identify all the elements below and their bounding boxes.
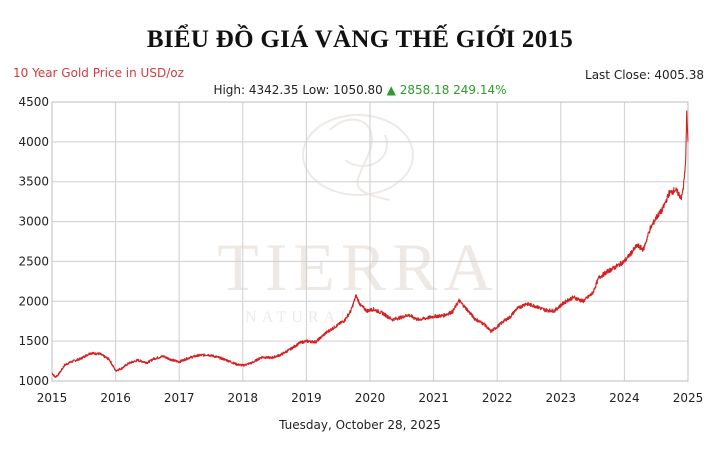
chart-grid <box>51 101 689 382</box>
up-arrow-icon: ▲ <box>386 83 396 97</box>
y-tick-label: 4000 <box>18 135 49 149</box>
x-tick-label: 2023 <box>546 391 577 405</box>
price-stats: High: 4342.35 Low: 1050.80 ▲ 2858.18 249… <box>0 83 720 97</box>
chart-title: BIỂU ĐỒ GIÁ VÀNG THẾ GIỚI 2015 <box>146 26 574 53</box>
x-tick-label: 2017 <box>164 391 195 405</box>
x-tick-label: 2025 <box>673 391 704 405</box>
change-stat: 2858.18 249.14% <box>399 83 507 97</box>
y-tick-label: 3500 <box>18 175 49 189</box>
watermark-emblem-swirl <box>329 118 391 201</box>
y-tick-label: 2000 <box>18 294 49 308</box>
x-tick-label: 2022 <box>482 391 513 405</box>
gold-price-line <box>51 110 689 378</box>
x-tick-label: 2015 <box>37 391 68 405</box>
watermark-brand: TIERRA <box>217 229 499 305</box>
y-tick-label: 4500 <box>18 95 49 109</box>
x-tick-label: 2021 <box>418 391 449 405</box>
y-tick-label: 1000 <box>18 374 49 388</box>
watermark-emblem <box>302 114 414 196</box>
x-tick-label: 2020 <box>355 391 386 405</box>
x-tick-label: 2018 <box>228 391 259 405</box>
x-tick-label: 2016 <box>100 391 131 405</box>
watermark-logo: TIERRA NATURAL <box>217 114 499 326</box>
y-tick-label: 2500 <box>18 254 49 268</box>
plot-frame <box>51 101 689 382</box>
last-close-label: Last Close: 4005.38 <box>585 68 704 82</box>
x-tick-label: 2019 <box>291 391 322 405</box>
y-tick-label: 3000 <box>18 215 49 229</box>
watermark-tagline: NATURAL <box>245 309 355 326</box>
y-axis-ticks: 1000 1500 2000 2500 3000 3500 4000 4500 <box>18 95 49 388</box>
price-series <box>51 110 689 378</box>
date-footer: Tuesday, October 28, 2025 <box>279 418 441 432</box>
y-tick-label: 1500 <box>18 334 49 348</box>
low-stat: Low: 1050.80 <box>302 83 383 97</box>
chart-subtitle: 10 Year Gold Price in USD/oz <box>13 66 184 80</box>
x-axis-ticks: 2015 2016 2017 2018 2019 2020 2021 2022 2023 2024… <box>37 391 704 405</box>
high-stat: High: 4342.35 <box>213 83 299 97</box>
x-tick-label: 2024 <box>609 391 640 405</box>
